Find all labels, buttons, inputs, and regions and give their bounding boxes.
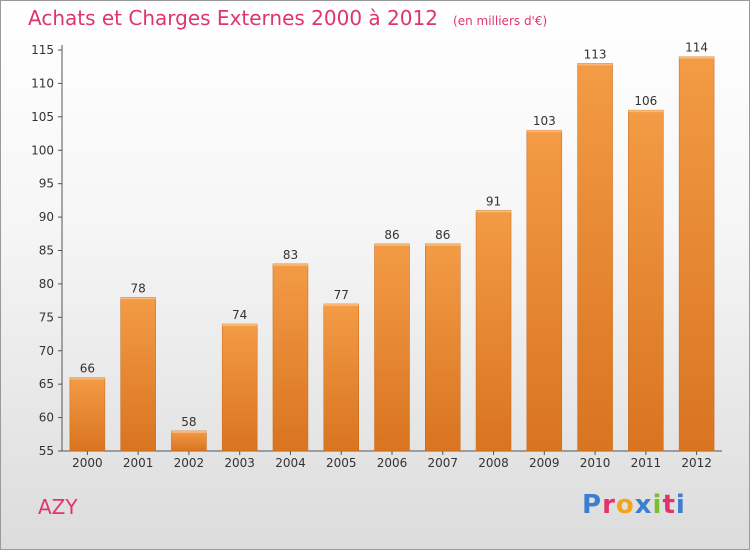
y-tick-label: 80	[39, 277, 54, 291]
logo-letter: i	[652, 490, 663, 520]
y-tick-label: 65	[39, 377, 54, 391]
x-tick-label-2011: 2011	[631, 456, 662, 470]
y-tick-label: 115	[31, 43, 54, 57]
value-label-2005: 77	[334, 288, 349, 302]
bar-top-edge	[272, 263, 308, 266]
chart-title: Achats et Charges Externes 2000 à 2012	[28, 6, 438, 30]
commune-name: AZY	[38, 495, 78, 519]
bar-top-edge	[526, 130, 562, 133]
bar-2003	[221, 323, 258, 452]
y-tick-label: 100	[31, 143, 54, 157]
x-tick-label-2001: 2001	[123, 456, 154, 470]
bar-top-edge	[476, 210, 512, 213]
bar-top-edge	[679, 56, 715, 59]
value-label-2004: 83	[283, 248, 298, 262]
logo-letter: x	[634, 490, 653, 520]
y-tick-label: 55	[39, 444, 54, 458]
y-tick-label: 90	[39, 210, 54, 224]
x-tick-label-2012: 2012	[681, 456, 712, 470]
y-tick-label: 70	[39, 344, 54, 358]
bar-2005	[323, 303, 359, 452]
bar-2012	[678, 56, 715, 452]
y-tick-label: 110	[31, 76, 54, 90]
x-tick-label-2008: 2008	[478, 456, 509, 470]
logo-letter: P	[582, 490, 603, 520]
bar-top-edge	[69, 377, 105, 380]
value-label-2000: 66	[80, 361, 95, 375]
chart-subtitle: (en milliers d'€)	[453, 14, 548, 28]
bar-top-edge	[222, 324, 258, 327]
x-tick-label-2002: 2002	[174, 456, 205, 470]
logo-letter: r	[602, 490, 616, 520]
bar-2006	[374, 243, 410, 452]
bar-top-edge	[171, 430, 207, 433]
x-tick-label-2009: 2009	[529, 456, 560, 470]
y-tick-label: 75	[39, 310, 54, 324]
bar-top-edge	[323, 303, 359, 306]
bar-2011	[628, 109, 664, 452]
bar-top-edge	[374, 243, 410, 246]
y-tick-label: 105	[31, 110, 54, 124]
logo-letter: t	[662, 490, 676, 520]
value-label-2011: 106	[634, 94, 657, 108]
x-tick-label-2003: 2003	[224, 456, 255, 470]
x-tick-label-2000: 2000	[72, 456, 103, 470]
x-tick-label-2007: 2007	[427, 456, 458, 470]
y-tick-label: 60	[39, 411, 54, 425]
value-label-2010: 113	[584, 47, 607, 61]
chart-title-block: Achats et Charges Externes 2000 à 2012 (…	[28, 6, 547, 30]
bar-top-edge	[628, 110, 664, 113]
value-label-2001: 78	[131, 281, 146, 295]
value-label-2008: 91	[486, 194, 501, 208]
value-label-2002: 58	[181, 415, 196, 429]
bar-2001	[120, 297, 156, 452]
bar-2004	[272, 263, 309, 452]
value-label-2009: 103	[533, 114, 556, 128]
value-label-2007: 86	[435, 228, 450, 242]
y-tick-label: 85	[39, 244, 54, 258]
bar-top-edge	[425, 243, 461, 246]
proxiti-logo: Proxiti	[582, 490, 686, 520]
x-tick-label-2005: 2005	[326, 456, 357, 470]
bar-2008	[475, 210, 512, 452]
value-label-2006: 86	[384, 228, 399, 242]
value-label-2012: 114	[685, 41, 708, 55]
bar-2010	[577, 63, 613, 452]
y-tick-label: 95	[39, 177, 54, 191]
value-label-2003: 74	[232, 308, 247, 322]
bar-top-edge	[120, 297, 156, 300]
bar-2009	[526, 129, 563, 452]
logo-letter: o	[615, 490, 635, 520]
bar-top-edge	[577, 63, 613, 66]
x-tick-label-2010: 2010	[580, 456, 611, 470]
bar-2000	[69, 377, 106, 452]
logo-letter: i	[675, 490, 686, 520]
x-tick-label-2004: 2004	[275, 456, 306, 470]
chart-bars: 66 78 58 74 83 77 86 86 91 103 113 106 114	[69, 41, 715, 452]
bar-2007	[425, 243, 461, 452]
x-tick-label-2006: 2006	[377, 456, 408, 470]
bar-2002	[171, 430, 207, 452]
